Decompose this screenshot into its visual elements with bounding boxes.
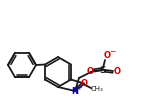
Text: S: S <box>100 65 106 74</box>
Text: +: + <box>77 84 82 91</box>
Text: O: O <box>87 67 93 75</box>
Text: O: O <box>80 79 88 88</box>
Text: CH₃: CH₃ <box>91 86 104 92</box>
Text: O: O <box>113 67 120 75</box>
Text: −: − <box>109 48 115 57</box>
Text: O: O <box>104 50 111 60</box>
Text: N: N <box>72 86 79 95</box>
